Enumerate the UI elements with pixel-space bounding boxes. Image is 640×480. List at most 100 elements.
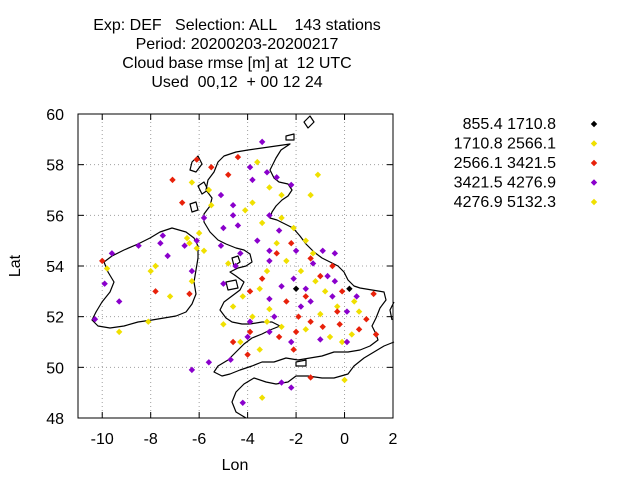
station-marker	[241, 207, 249, 214]
station-marker	[278, 323, 285, 330]
station-marker	[193, 237, 200, 244]
station-marker	[229, 303, 237, 310]
chart-title-block: Exp: DEF Selection: ALL 143 stations Per…	[0, 16, 474, 92]
station-marker	[319, 323, 326, 330]
station-marker	[297, 267, 305, 275]
station-marker	[258, 219, 266, 227]
station-marker	[135, 242, 142, 249]
station-marker	[297, 303, 305, 310]
station-marker	[208, 202, 215, 209]
station-marker	[205, 359, 213, 366]
station-marker	[183, 234, 191, 242]
x-tick-label: 0	[340, 431, 349, 448]
station-markers	[91, 138, 380, 406]
station-marker	[237, 338, 244, 346]
coastline-europe	[231, 301, 395, 419]
station-marker	[295, 313, 302, 320]
station-marker	[273, 240, 280, 247]
station-marker	[334, 303, 341, 310]
station-marker	[263, 318, 271, 325]
legend-marker	[590, 120, 598, 128]
station-marker	[246, 288, 254, 295]
station-marker	[326, 333, 334, 341]
station-marker	[317, 310, 324, 318]
station-marker	[157, 240, 164, 247]
station-marker	[166, 293, 174, 300]
station-marker	[307, 374, 314, 381]
station-marker	[288, 338, 295, 346]
station-marker	[181, 242, 188, 249]
station-marker	[290, 346, 297, 353]
station-marker	[370, 290, 377, 298]
station-marker	[348, 331, 356, 338]
x-tick-label: -6	[192, 431, 206, 448]
station-marker	[200, 214, 208, 222]
y-tick-label: 60	[46, 107, 64, 124]
station-marker	[372, 331, 380, 338]
y-tick-label: 52	[46, 310, 64, 327]
station-marker	[186, 290, 193, 298]
station-marker	[283, 257, 290, 265]
coastline-shetland	[303, 115, 315, 129]
coastline-islay	[189, 201, 199, 213]
station-marker	[266, 212, 273, 219]
station-marker	[188, 366, 196, 374]
legend: 855.4 1710.8 1710.8 2566.1 2566.1 3421.5 34…	[454, 116, 598, 211]
x-tick-label: -4	[240, 431, 254, 448]
station-marker	[273, 174, 280, 181]
station-marker	[329, 262, 336, 270]
station-marker	[188, 179, 196, 186]
station-marker	[159, 232, 167, 239]
station-marker	[278, 379, 285, 386]
x-axis-label: Lon	[222, 457, 249, 474]
station-marker	[314, 171, 322, 178]
station-marker	[309, 260, 317, 267]
station-marker	[312, 278, 319, 285]
station-marker	[273, 250, 280, 257]
station-marker	[217, 242, 225, 249]
station-marker	[353, 293, 360, 300]
y-axis-label: Lat	[7, 254, 24, 277]
station-marker	[200, 247, 208, 254]
station-marker	[307, 318, 314, 325]
x-tick-label: -10	[91, 431, 114, 448]
station-marker	[244, 351, 251, 358]
station-marker	[343, 308, 351, 315]
station-marker	[321, 288, 329, 295]
legend-label: 855.4 1710.8	[463, 116, 557, 133]
station-marker	[309, 250, 317, 257]
station-marker	[302, 237, 309, 244]
y-tick-label: 50	[46, 360, 64, 377]
station-marker	[341, 376, 348, 384]
coastline-anglesey	[225, 279, 239, 291]
legend-label: 3421.5 4276.9	[454, 175, 556, 192]
station-marker	[266, 184, 273, 191]
legend-marker	[590, 159, 598, 167]
station-marker	[258, 275, 266, 282]
station-marker	[164, 252, 171, 260]
station-marker	[256, 285, 263, 292]
station-marker	[249, 313, 256, 320]
station-marker	[275, 333, 283, 341]
station-marker	[338, 288, 346, 295]
station-marker	[229, 212, 237, 219]
station-marker	[331, 278, 339, 285]
title-line-experiment: Exp: DEF Selection: ALL 143 stations	[93, 17, 381, 34]
station-marker	[225, 171, 232, 178]
station-marker	[188, 267, 196, 275]
station-marker	[145, 318, 152, 325]
station-marker	[246, 318, 254, 325]
station-marker	[266, 257, 273, 265]
station-marker	[258, 138, 266, 146]
station-marker	[343, 338, 351, 346]
station-marker	[307, 191, 314, 199]
station-marker	[278, 283, 285, 290]
station-marker	[266, 247, 273, 254]
station-marker	[266, 328, 273, 336]
station-marker	[246, 164, 254, 171]
station-marker	[91, 316, 99, 323]
station-marker	[266, 295, 273, 303]
x-tick-label: -2	[289, 431, 303, 448]
station-marker	[205, 186, 213, 194]
station-marker	[244, 333, 251, 341]
